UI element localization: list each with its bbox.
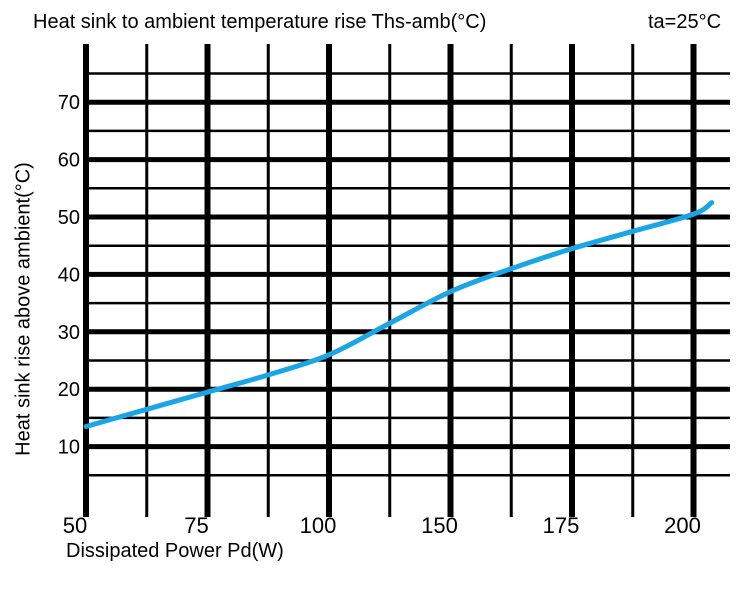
y-tick-label: 40 — [58, 264, 80, 286]
data-series — [83, 200, 715, 429]
y-tick-label: 70 — [58, 92, 80, 114]
chart-title: Heat sink to ambient temperature rise Th… — [33, 11, 487, 33]
y-tick-label: 60 — [58, 150, 80, 172]
x-axis-label: Dissipated Power Pd(W) — [66, 540, 284, 562]
axis-ticks: 50 75 100 150 175 200 10 20 30 40 50 60 70 — [58, 92, 701, 538]
y-tick-label: 30 — [58, 322, 80, 344]
series-line — [83, 200, 715, 429]
x-tick-label: 75 — [184, 513, 208, 538]
y-tick-label: 10 — [58, 437, 80, 459]
y-tick-label: 20 — [58, 379, 80, 401]
x-tick-label: 150 — [421, 513, 458, 538]
x-tick-label: 100 — [300, 513, 337, 538]
y-tick-label: 50 — [58, 207, 80, 229]
x-tick-label: 200 — [664, 513, 701, 538]
x-tick-label: 50 — [63, 513, 87, 538]
plot-grid — [83, 44, 730, 517]
ambient-temperature-note: ta=25°C — [648, 11, 722, 33]
x-tick-label: 175 — [543, 513, 580, 538]
